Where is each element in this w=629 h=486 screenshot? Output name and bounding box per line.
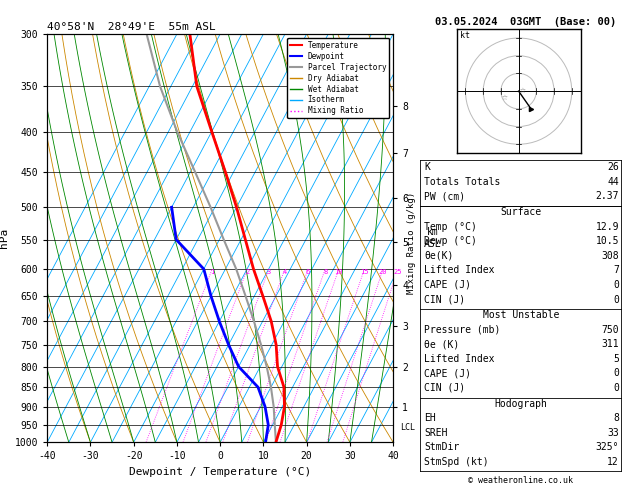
Text: © weatheronline.co.uk: © weatheronline.co.uk — [469, 476, 573, 486]
Text: 12: 12 — [607, 457, 619, 467]
Text: 0: 0 — [613, 295, 619, 305]
Text: PW (cm): PW (cm) — [424, 191, 465, 202]
Text: 5: 5 — [613, 354, 619, 364]
Text: ☆: ☆ — [501, 92, 508, 102]
Text: Mixing Ratio (g/kg): Mixing Ratio (g/kg) — [408, 192, 416, 294]
Text: StmSpd (kt): StmSpd (kt) — [424, 457, 489, 467]
Text: Pressure (mb): Pressure (mb) — [424, 325, 500, 335]
Text: θe (K): θe (K) — [424, 339, 459, 349]
Text: Lifted Index: Lifted Index — [424, 354, 494, 364]
Text: Hodograph: Hodograph — [494, 399, 547, 409]
Text: 8: 8 — [613, 413, 619, 423]
Text: 1: 1 — [210, 269, 214, 275]
Legend: Temperature, Dewpoint, Parcel Trajectory, Dry Adiabat, Wet Adiabat, Isotherm, Mi: Temperature, Dewpoint, Parcel Trajectory… — [287, 38, 389, 119]
Text: 0: 0 — [613, 368, 619, 379]
Text: 4: 4 — [282, 269, 287, 275]
Text: Totals Totals: Totals Totals — [424, 177, 500, 187]
Y-axis label: hPa: hPa — [0, 228, 9, 248]
Text: 25: 25 — [394, 269, 402, 275]
Text: CIN (J): CIN (J) — [424, 383, 465, 393]
Text: 308: 308 — [601, 251, 619, 261]
Text: ☆: ☆ — [520, 85, 525, 95]
Text: CIN (J): CIN (J) — [424, 295, 465, 305]
Text: CAPE (J): CAPE (J) — [424, 368, 471, 379]
Text: 26: 26 — [607, 162, 619, 173]
Text: 0: 0 — [613, 383, 619, 393]
Text: 0: 0 — [613, 280, 619, 290]
X-axis label: Dewpoint / Temperature (°C): Dewpoint / Temperature (°C) — [129, 467, 311, 477]
Text: Dewp (°C): Dewp (°C) — [424, 236, 477, 246]
Text: 8: 8 — [323, 269, 327, 275]
Text: 40°58'N  28°49'E  55m ASL: 40°58'N 28°49'E 55m ASL — [47, 22, 216, 32]
Text: 12.9: 12.9 — [596, 222, 619, 232]
Text: 33: 33 — [607, 428, 619, 438]
Text: 15: 15 — [360, 269, 369, 275]
Text: 2: 2 — [245, 269, 249, 275]
Text: K: K — [424, 162, 430, 173]
Text: 20: 20 — [379, 269, 387, 275]
Text: 10.5: 10.5 — [596, 236, 619, 246]
Text: kt: kt — [460, 31, 470, 40]
Text: θe(K): θe(K) — [424, 251, 454, 261]
Text: 3: 3 — [267, 269, 271, 275]
Text: LCL: LCL — [400, 423, 415, 432]
Text: CAPE (J): CAPE (J) — [424, 280, 471, 290]
Text: 325°: 325° — [596, 442, 619, 452]
Text: EH: EH — [424, 413, 436, 423]
Text: 6: 6 — [306, 269, 310, 275]
Text: 7: 7 — [613, 265, 619, 276]
Text: StmDir: StmDir — [424, 442, 459, 452]
Text: 2.37: 2.37 — [596, 191, 619, 202]
Text: 311: 311 — [601, 339, 619, 349]
Y-axis label: km
ASL: km ASL — [424, 227, 442, 249]
Text: 44: 44 — [607, 177, 619, 187]
Text: 03.05.2024  03GMT  (Base: 00): 03.05.2024 03GMT (Base: 00) — [435, 17, 616, 27]
Text: Temp (°C): Temp (°C) — [424, 222, 477, 232]
Text: Surface: Surface — [500, 207, 542, 217]
Text: 750: 750 — [601, 325, 619, 335]
Text: 10: 10 — [335, 269, 343, 275]
Text: Most Unstable: Most Unstable — [482, 310, 559, 320]
Text: Lifted Index: Lifted Index — [424, 265, 494, 276]
Text: SREH: SREH — [424, 428, 447, 438]
